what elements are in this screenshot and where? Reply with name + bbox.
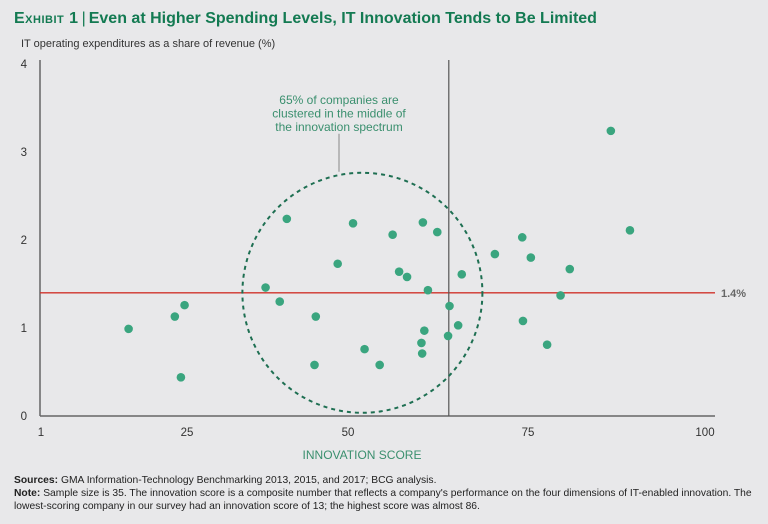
data-point — [417, 349, 427, 358]
annotation-text: 65% of companies are — [279, 93, 399, 107]
x-tick-label: 50 — [342, 427, 355, 439]
data-point — [490, 249, 500, 259]
data-point — [625, 226, 635, 235]
note-line: Note: Sample size is 35. The innovation … — [14, 487, 759, 513]
annotation-text: clustered in the middle of — [272, 107, 406, 121]
data-point — [388, 230, 397, 240]
data-point — [423, 285, 433, 295]
data-point — [360, 344, 369, 354]
sources-line: Sources: GMA Information-Technology Benc… — [14, 474, 759, 487]
sources-text: GMA Information-Technology Benchmarking … — [60, 475, 437, 486]
data-point — [420, 326, 429, 335]
exhibit-title: Exhibit 1 | Even at Higher Spending Levels… — [14, 10, 597, 28]
data-point — [180, 300, 189, 310]
x-tick-label: 75 — [522, 427, 535, 439]
data-point — [170, 312, 180, 321]
data-point — [311, 312, 321, 321]
x-tick-label: 100 — [695, 427, 714, 439]
data-point — [565, 264, 575, 274]
data-point — [261, 283, 270, 292]
data-point — [275, 297, 285, 306]
y-tick-label: 3 — [21, 147, 27, 159]
data-point — [542, 340, 552, 350]
data-point — [443, 331, 453, 341]
data-point — [333, 259, 342, 269]
data-point — [348, 218, 358, 228]
x-tick-label: 25 — [181, 427, 194, 439]
annotation-text: the innovation spectrum — [275, 120, 402, 134]
x-tick-label: 1 — [38, 427, 44, 439]
note-text: Sample size is 35. The innovation score … — [14, 488, 752, 512]
data-point — [124, 324, 133, 334]
footer: Sources: GMA Information-Technology Benc… — [14, 474, 759, 513]
cluster-circle — [241, 171, 484, 414]
data-point — [310, 360, 319, 370]
y-tick-label: 4 — [21, 59, 28, 71]
data-point — [517, 233, 527, 242]
chart-title: Even at Higher Spending Levels, IT Innov… — [88, 10, 597, 27]
data-point — [445, 301, 454, 311]
y-tick-label: 1 — [21, 323, 27, 335]
title-separator: | — [81, 10, 86, 27]
data-point — [176, 372, 186, 382]
y-axis-label: IT operating expenditures as a share of … — [21, 38, 276, 50]
x-axis-label: INNOVATION SCORE — [303, 448, 422, 462]
data-point — [432, 227, 442, 237]
threshold-label: 1.4% — [721, 288, 746, 300]
data-point — [526, 253, 536, 262]
data-point — [282, 214, 292, 224]
data-point — [453, 321, 463, 330]
data-point — [518, 316, 528, 326]
sources-label: Sources: — [14, 475, 59, 486]
data-point — [606, 126, 616, 136]
data-point — [402, 272, 412, 282]
data-point — [375, 360, 384, 370]
data-point — [394, 267, 404, 276]
data-point — [556, 291, 565, 300]
exhibit-label: Exhibit 1 — [14, 10, 79, 27]
y-tick-label: 2 — [21, 235, 27, 247]
y-tick-label: 0 — [21, 411, 27, 423]
data-point — [418, 218, 428, 227]
note-label: Note: — [14, 488, 41, 499]
data-point — [417, 338, 426, 348]
data-point — [457, 270, 467, 279]
